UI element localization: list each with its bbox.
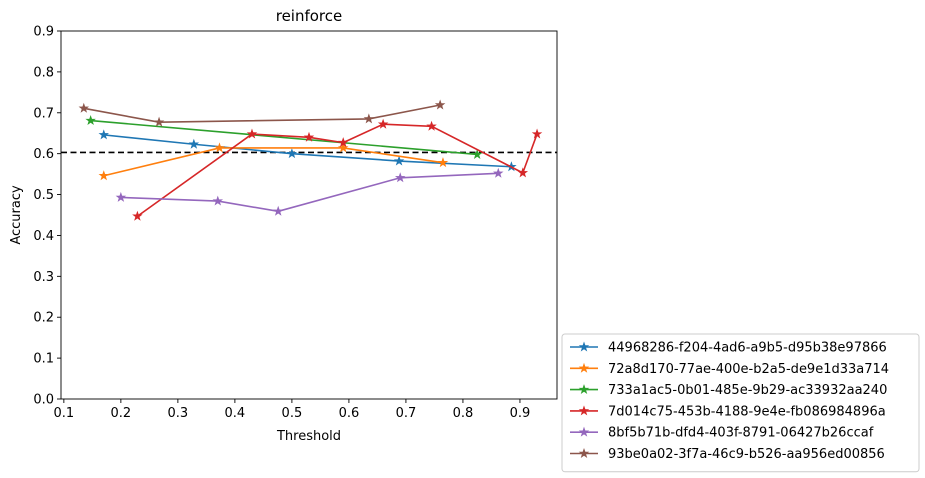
y-tick-label: 0.6 [33,147,54,162]
series-line-2 [103,147,444,177]
data-point-series-5 [272,205,284,216]
legend: 44968286-f204-4ad6-a9b5-d95b38e97866 72a8… [561,333,920,473]
x-tick-label: 0.4 [225,406,246,421]
legend-label-1: 44968286-f204-4ad6-a9b5-d95b38e97866 [608,341,887,356]
data-point-series-4 [426,120,437,131]
y-axis-label: Accuracy [9,185,24,245]
y-tick-label: 0.4 [33,229,54,244]
series-line-5 [120,172,499,213]
data-point-series-6 [78,102,90,113]
data-point-series-2 [98,170,109,181]
legend-box [561,333,920,473]
data-point-series-2 [437,157,449,168]
data-point-series-3 [85,115,96,126]
data-point-series-4 [303,131,315,142]
data-point-series-5 [394,172,406,183]
data-point-series-6 [434,99,446,110]
plot-frame [60,30,558,400]
legend-label-2: 72a8d170-77ae-400e-b2a5-de9e1d33a714 [608,362,889,377]
data-point-series-4 [246,128,258,139]
x-tick-label: 0.7 [396,406,417,421]
y-tick-label: 0.8 [33,65,54,80]
y-tick-label: 0.2 [33,311,54,326]
series-line-4 [136,123,538,217]
x-tick-label: 0.1 [54,406,75,421]
data-point-series-4 [517,167,529,178]
legend-marker-4 [578,405,590,416]
plot-area: 0.1 0.2 0.3 0.4 0.5 0.6 0.7 0.8 0.90.00.10.20.30… [33,25,558,421]
x-tick-label: 0.5 [282,406,303,421]
x-axis-label: Threshold [276,429,341,444]
legend-marker-6 [578,447,590,458]
data-point-series-6 [363,113,375,124]
y-tick-label: 0.5 [33,188,54,203]
data-point-series-2 [214,142,225,153]
x-tick-label: 0.8 [453,406,474,421]
data-point-series-2 [337,142,349,153]
x-tick-label: 0.3 [168,406,189,421]
data-point-series-1 [393,155,405,166]
data-point-series-4 [132,210,143,221]
y-tick-label: 0.3 [33,270,54,285]
legend-label-6: 93be0a02-3f7a-46c9-b526-aa956ed00856 [608,447,885,462]
data-point-series-4 [337,137,349,148]
y-tick-label: 0.1 [33,352,54,367]
data-point-series-1 [98,129,109,140]
data-point-series-3 [471,148,483,159]
y-tick-label: 0.9 [33,25,54,40]
series-line-6 [83,104,441,123]
data-point-series-4 [531,128,543,139]
y-tick-label: 0.7 [33,106,54,121]
chart-title: reinforce [276,7,343,25]
legend-marker-3 [578,384,590,395]
data-point-series-4 [377,118,389,129]
data-point-series-5 [493,167,504,178]
series-line-3 [90,119,478,156]
data-point-series-1 [188,138,200,149]
legend-marker-1 [578,341,590,352]
x-tick-label: 0.6 [339,406,360,421]
legend-label-3: 733a1ac5-0b01-485e-9b29-ac33932aa240 [608,383,887,398]
legend-label-5: 8bf5b71b-dfd4-403f-8791-06427b26ccaf [608,426,874,441]
data-point-series-1 [286,148,298,159]
data-point-series-6 [153,116,165,127]
x-tick-label: 0.2 [111,406,132,421]
legend-marker-2 [578,362,590,373]
legend-label-4: 7d014c75-453b-4188-9e4e-fb086984896a [608,404,886,419]
legend-marker-5 [578,426,590,437]
data-point-series-5 [212,195,224,206]
y-tick-label: 0.0 [33,393,54,408]
data-point-series-5 [115,191,127,202]
x-tick-label: 0.9 [510,406,531,421]
